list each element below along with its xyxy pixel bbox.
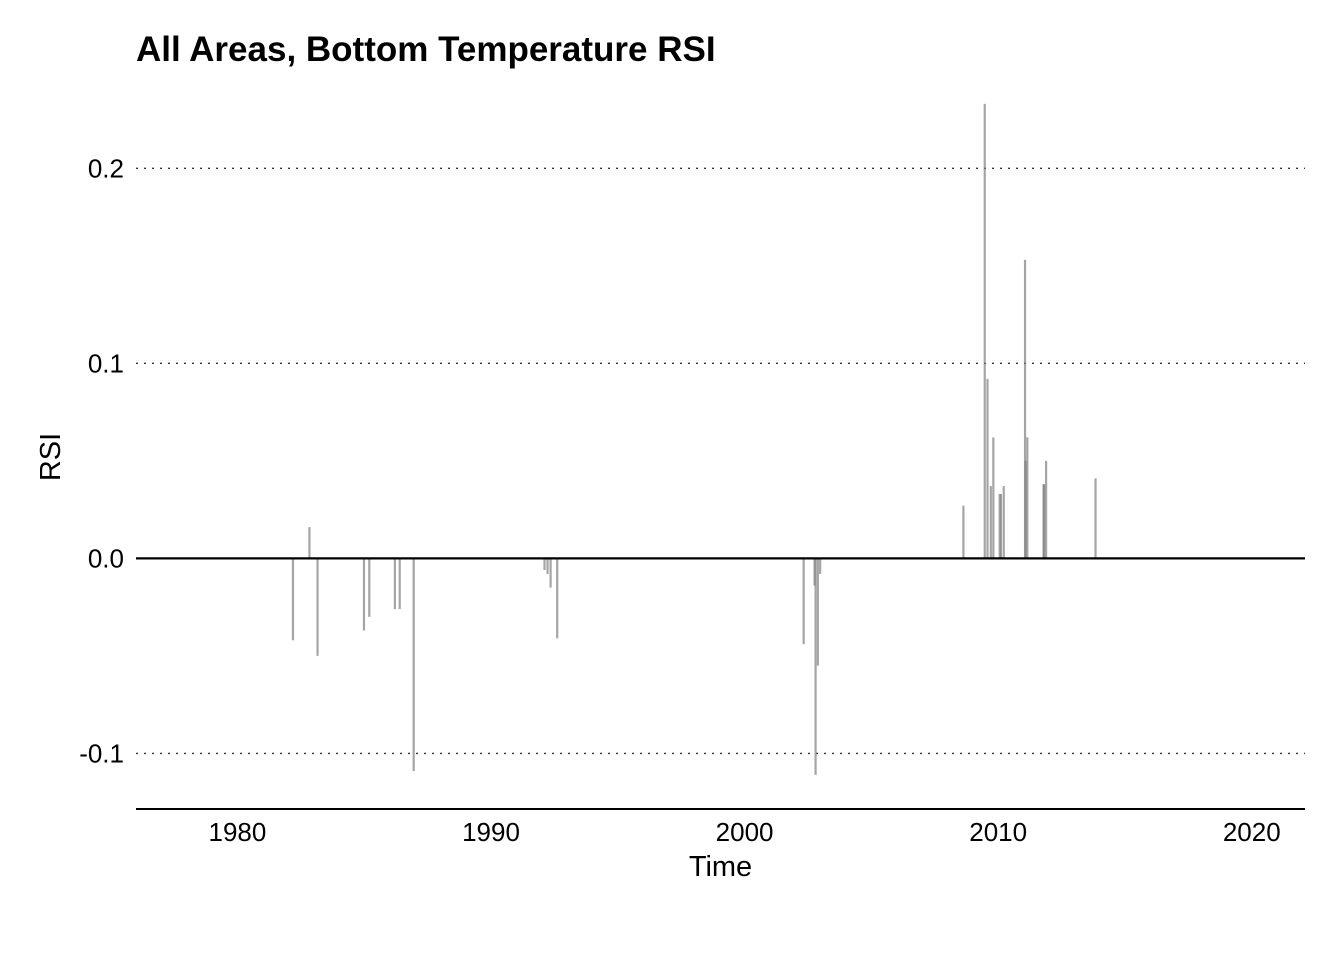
x-tick-label: 2020: [1223, 817, 1281, 847]
y-tick-label: 0.2: [88, 153, 124, 183]
y-tick-label: -0.1: [79, 738, 124, 768]
x-axis-title: Time: [689, 851, 752, 883]
x-tick-label: 2010: [969, 817, 1027, 847]
bars: [291, 103, 1097, 775]
chart-title: All Areas, Bottom Temperature RSI: [136, 30, 716, 69]
x-tick-label: 1980: [209, 817, 267, 847]
gridlines: [136, 167, 1305, 755]
x-axis-ticks: 1980 1990 2000 2010 2020: [209, 817, 1281, 847]
y-axis-ticks: 0.2 0.1 0.0 -0.1: [79, 153, 124, 768]
y-tick-label: 0.1: [88, 348, 124, 378]
x-tick-label: 2000: [716, 817, 774, 847]
y-axis-title: RSI: [35, 433, 67, 481]
y-tick-label: 0.0: [88, 543, 124, 573]
x-tick-label: 1990: [462, 817, 520, 847]
